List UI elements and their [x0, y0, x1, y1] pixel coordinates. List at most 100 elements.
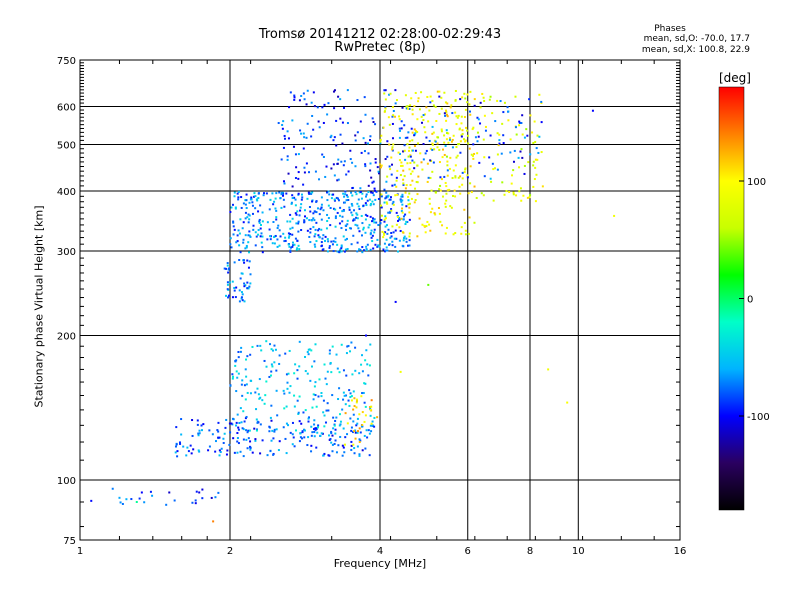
data-point — [257, 233, 260, 236]
data-point — [241, 427, 244, 430]
data-point — [387, 228, 390, 231]
data-point — [400, 161, 403, 164]
data-point — [327, 102, 330, 105]
data-point — [320, 395, 323, 398]
data-point — [244, 417, 247, 420]
data-point — [383, 92, 386, 95]
data-point — [400, 200, 403, 203]
data-point — [270, 348, 273, 351]
data-point — [324, 239, 327, 242]
data-point — [343, 394, 346, 397]
data-point — [279, 235, 282, 238]
data-point — [395, 211, 398, 214]
data-point — [365, 249, 368, 252]
data-point — [460, 134, 463, 137]
data-point — [489, 134, 492, 137]
data-point — [469, 182, 472, 185]
data-point — [176, 450, 179, 453]
data-point — [489, 95, 492, 98]
data-point — [235, 370, 238, 373]
data-point — [373, 416, 376, 419]
data-point — [306, 444, 309, 447]
data-point — [464, 140, 467, 143]
data-point — [317, 229, 320, 232]
data-point — [458, 128, 461, 131]
data-point — [280, 193, 283, 196]
data-point — [410, 127, 413, 130]
data-point — [398, 118, 401, 121]
data-point — [355, 424, 358, 427]
data-point — [240, 297, 243, 300]
data-point — [323, 425, 326, 428]
data-point — [361, 370, 364, 373]
data-point — [218, 449, 221, 452]
data-point — [374, 198, 377, 201]
data-point — [349, 395, 352, 398]
data-point — [236, 451, 239, 454]
data-point — [185, 454, 188, 457]
data-point — [252, 195, 255, 198]
data-point — [175, 426, 178, 429]
data-point — [390, 173, 393, 176]
data-point — [310, 450, 313, 453]
data-point — [298, 214, 301, 217]
data-point — [246, 216, 249, 219]
data-point — [404, 213, 407, 216]
data-point — [388, 198, 391, 201]
data-point — [421, 168, 424, 171]
data-point — [378, 245, 381, 248]
data-point — [392, 200, 395, 203]
data-point — [480, 192, 483, 195]
data-point — [238, 300, 241, 303]
data-point — [350, 395, 353, 398]
data-point — [387, 211, 390, 214]
data-point — [434, 140, 437, 143]
data-point — [119, 501, 122, 504]
data-point — [441, 224, 444, 227]
data-point — [270, 374, 273, 377]
data-point — [258, 397, 261, 400]
data-point — [345, 228, 348, 231]
data-point — [385, 238, 388, 241]
data-point — [310, 365, 313, 368]
data-point — [521, 156, 524, 159]
data-point — [354, 139, 357, 142]
data-point — [227, 271, 230, 274]
data-point — [288, 391, 291, 394]
data-point — [226, 288, 229, 291]
data-point — [369, 215, 372, 218]
data-point — [332, 207, 335, 210]
data-point — [376, 416, 379, 419]
data-point — [363, 382, 366, 385]
data-point — [90, 499, 93, 502]
data-point — [269, 235, 272, 238]
x-tick-label: 4 — [377, 546, 383, 557]
data-point — [410, 97, 413, 100]
data-point — [337, 199, 340, 202]
data-point — [249, 379, 252, 382]
data-point — [458, 185, 461, 188]
data-point — [408, 107, 411, 110]
data-point — [402, 169, 405, 172]
data-point — [356, 131, 359, 134]
data-point — [225, 267, 228, 270]
data-point — [341, 142, 344, 145]
data-point — [467, 142, 470, 145]
data-point — [356, 430, 359, 433]
data-point — [240, 272, 243, 275]
data-point — [351, 161, 354, 164]
data-point — [312, 128, 315, 131]
data-point — [420, 91, 423, 94]
data-point — [408, 146, 411, 149]
data-point — [460, 226, 463, 229]
data-point — [431, 132, 434, 135]
data-point — [389, 168, 392, 171]
data-point — [242, 241, 245, 244]
data-point — [526, 196, 529, 199]
data-point — [392, 143, 395, 146]
data-point — [387, 116, 390, 119]
data-point — [249, 235, 252, 238]
data-point — [313, 419, 316, 422]
data-point — [237, 356, 240, 359]
data-point — [443, 134, 446, 137]
